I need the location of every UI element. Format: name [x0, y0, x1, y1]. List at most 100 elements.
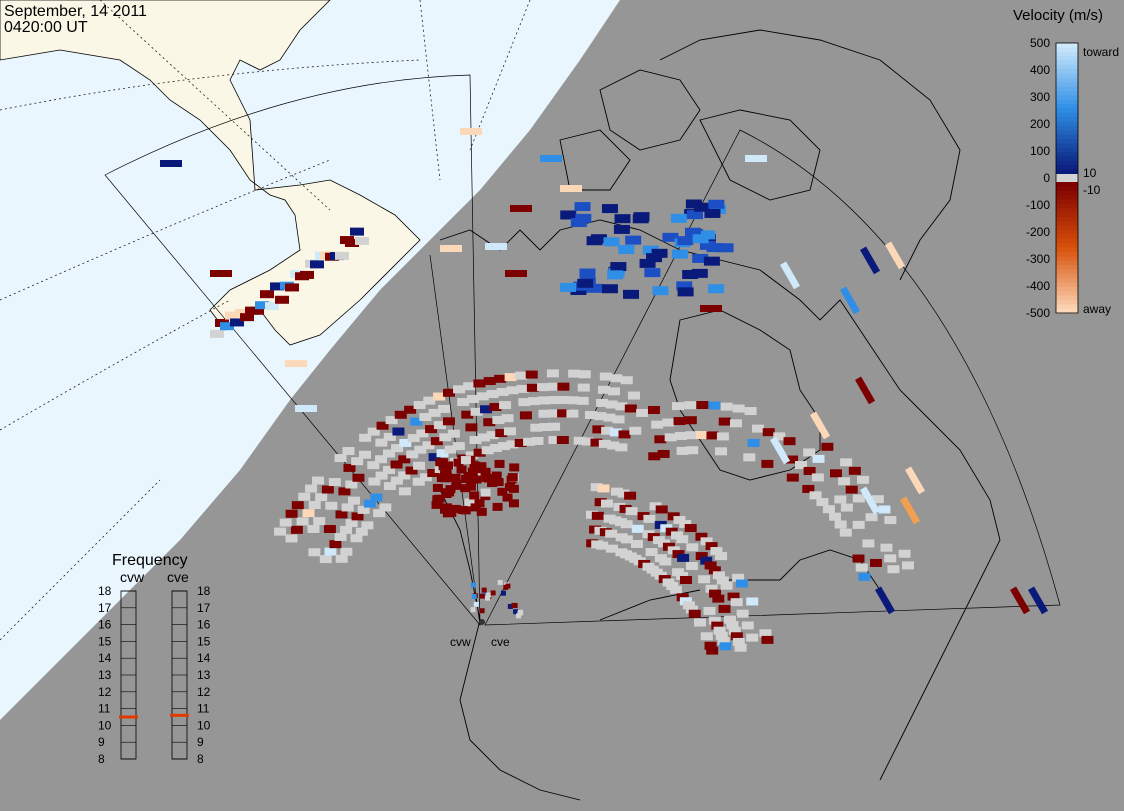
velocity-cell: [467, 467, 478, 476]
velocity-cell: [470, 607, 476, 613]
velocity-cell: [770, 436, 791, 465]
velocity-cell: [691, 268, 708, 278]
velocity-cell: [884, 516, 897, 525]
velocity-cell: [899, 496, 921, 525]
velocity-cell: [848, 466, 861, 475]
velocity-cell: [904, 466, 926, 495]
velocity-cell: [556, 436, 569, 445]
velocity-cell: [502, 493, 513, 502]
velocity-cell: [834, 520, 847, 529]
velocity-cell: [308, 501, 321, 510]
velocity-cell: [285, 360, 307, 367]
velocity-cell: [685, 431, 698, 440]
velocity-cell: [625, 507, 638, 516]
velocity-cell: [291, 501, 304, 510]
velocity-cell: [730, 632, 743, 641]
velocity-cell: [574, 202, 591, 212]
velocity-cell: [489, 444, 502, 453]
toward-label: toward: [1083, 45, 1119, 59]
velocity-cell: [780, 261, 801, 290]
velocity-cell: [274, 527, 287, 536]
velocity-cell: [710, 547, 723, 556]
velocity-cell: [605, 544, 618, 553]
velocity-cell: [439, 433, 452, 442]
velocity-cell: [385, 416, 398, 425]
velocity-cell: [568, 369, 581, 378]
freq-scale-label: 13: [98, 668, 112, 682]
velocity-cell: [478, 433, 491, 442]
velocity-cell: [649, 502, 662, 511]
velocity-cell: [600, 499, 613, 508]
velocity-cell: [557, 382, 570, 391]
velocity-cell: [708, 616, 721, 625]
velocity-tick-label: -200: [1026, 225, 1050, 239]
velocity-cell: [290, 525, 303, 534]
velocity-cell: [623, 289, 640, 299]
velocity-cell: [300, 270, 314, 279]
velocity-cell: [901, 561, 914, 570]
velocity-cell: [457, 398, 470, 407]
velocity-cell: [732, 573, 745, 582]
velocity-tick-label: 100: [1030, 144, 1050, 158]
velocity-cell: [736, 609, 749, 618]
velocity-cell: [718, 604, 731, 613]
velocity-cell: [334, 532, 347, 541]
velocity-cell: [761, 635, 774, 644]
velocity-cell: [528, 397, 541, 406]
velocity-cell: [519, 411, 532, 420]
velocity-cell: [504, 373, 517, 382]
radar-site-marker: [479, 619, 485, 625]
colorbar-segment: [1056, 216, 1078, 222]
colorbar-segment: [1056, 251, 1078, 257]
velocity-cell: [705, 584, 718, 593]
frequency-panel: Frequency cvw cve 1817161514131211109818…: [98, 552, 211, 766]
velocity-cell: [345, 239, 359, 248]
velocity-cell: [735, 579, 748, 588]
velocity-cell: [840, 286, 861, 315]
velocity-cell: [473, 379, 486, 388]
velocity-cell: [469, 491, 480, 500]
velocity-cell: [375, 455, 388, 464]
velocity-cell: [713, 626, 726, 635]
velocity-cell: [614, 214, 631, 224]
velocity-cell: [657, 449, 670, 458]
velocity-cell: [670, 213, 687, 223]
velocity-cell: [345, 519, 358, 528]
velocity-cell: [394, 410, 407, 419]
velocity-cell: [412, 477, 425, 486]
colorbar-segment: [1056, 125, 1078, 131]
colorbar-zero-band: [1056, 174, 1078, 182]
velocity-cell: [433, 421, 446, 430]
velocity-cell: [329, 540, 342, 549]
colorbar-segment: [1056, 278, 1078, 284]
velocity-cell: [506, 386, 519, 395]
velocity-cell: [324, 547, 337, 556]
velocity-cell: [255, 301, 269, 310]
velocity-cell: [479, 608, 485, 614]
velocity-cell: [315, 493, 328, 502]
colorbar-segment: [1056, 243, 1078, 249]
colorbar-segment: [1056, 304, 1078, 310]
velocity-cell: [664, 433, 677, 442]
velocity-cell: [539, 423, 552, 432]
velocity-cell: [700, 632, 713, 641]
velocity-cell: [695, 431, 708, 440]
velocity-cell: [295, 405, 317, 412]
velocity-cell: [708, 401, 721, 410]
velocity-cell: [476, 392, 489, 401]
velocity-cell: [809, 491, 822, 500]
velocity-cell: [829, 469, 842, 478]
colorbar-segment: [1056, 143, 1078, 149]
velocity-cell: [376, 421, 389, 430]
colorbar-segment: [1056, 108, 1078, 114]
velocity-cell: [285, 283, 299, 292]
colorbar-segment: [1056, 260, 1078, 266]
colorbar-segment: [1056, 203, 1078, 209]
velocity-cell: [375, 471, 388, 480]
colorbar-segment: [1056, 47, 1078, 53]
velocity-cell: [745, 155, 767, 162]
velocity-cell: [620, 376, 633, 385]
velocity-cell: [871, 495, 884, 504]
velocity-cell: [469, 461, 480, 470]
velocity-tick-label: 300: [1030, 90, 1050, 104]
